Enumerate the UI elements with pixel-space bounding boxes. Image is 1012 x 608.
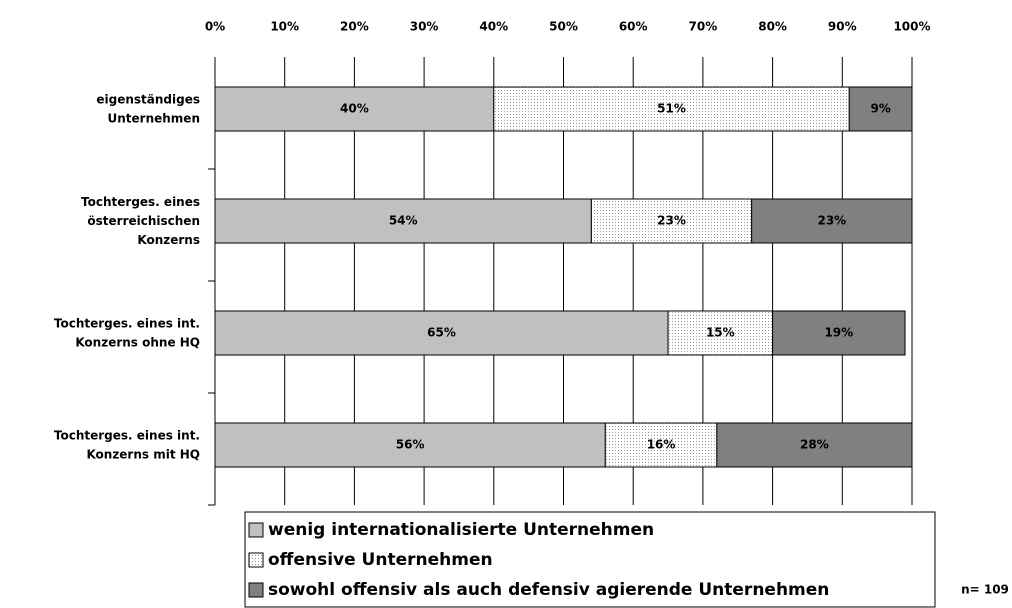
bar (214, 198, 592, 244)
value-label: 23% (657, 214, 686, 228)
value-label: 54% (389, 214, 418, 228)
bar (751, 198, 913, 244)
value-label: 23% (817, 214, 846, 228)
value-label: 28% (800, 438, 829, 452)
bar (214, 422, 606, 468)
value-label: 9% (870, 102, 890, 116)
value-label: 16% (647, 438, 676, 452)
bar (493, 86, 850, 132)
legend-swatch (248, 522, 264, 538)
x-tick-label: 20% (340, 20, 369, 34)
value-label: 19% (824, 326, 853, 340)
x-tick-label: 10% (270, 20, 299, 34)
y-tick-label: Tochterges. eines österreichischen Konzern… (81, 195, 200, 247)
x-tick-label: 100% (893, 20, 930, 34)
annotation: n= 109 (961, 583, 1009, 597)
bar (716, 422, 913, 468)
x-tick-label: 30% (410, 20, 439, 34)
bar (848, 86, 913, 132)
bar (214, 310, 669, 356)
x-tick-label: 80% (758, 20, 787, 34)
y-tick-label: Tochterges. eines int. Konzerns mit HQ (54, 428, 200, 461)
legend-label: offensive Unternehmen (268, 550, 493, 570)
x-tick-label: 50% (549, 20, 578, 34)
bar (214, 86, 495, 132)
value-label: 56% (396, 438, 425, 452)
y-tick-label: Tochterges. eines int. Konzerns ohne HQ (54, 316, 200, 349)
value-label: 65% (427, 326, 456, 340)
legend-swatch (248, 552, 264, 568)
x-tick-label: 70% (689, 20, 718, 34)
bar (667, 310, 774, 356)
legend-swatch (248, 582, 264, 598)
x-tick-label: 0% (205, 20, 225, 34)
x-tick-label: 60% (619, 20, 648, 34)
legend-label: sowohl offensiv als auch defensiv agiere… (268, 580, 829, 600)
value-label: 40% (340, 102, 369, 116)
x-tick-label: 90% (828, 20, 857, 34)
bar (604, 422, 718, 468)
legend-label: wenig internationalisierte Unternehmen (268, 520, 654, 540)
y-tick-label: eigenständiges Unternehmen (96, 92, 200, 125)
value-label: 15% (706, 326, 735, 340)
value-label: 51% (657, 102, 686, 116)
bar (772, 310, 906, 356)
x-tick-label: 40% (479, 20, 508, 34)
bar (590, 198, 753, 244)
legend-box (244, 511, 936, 608)
